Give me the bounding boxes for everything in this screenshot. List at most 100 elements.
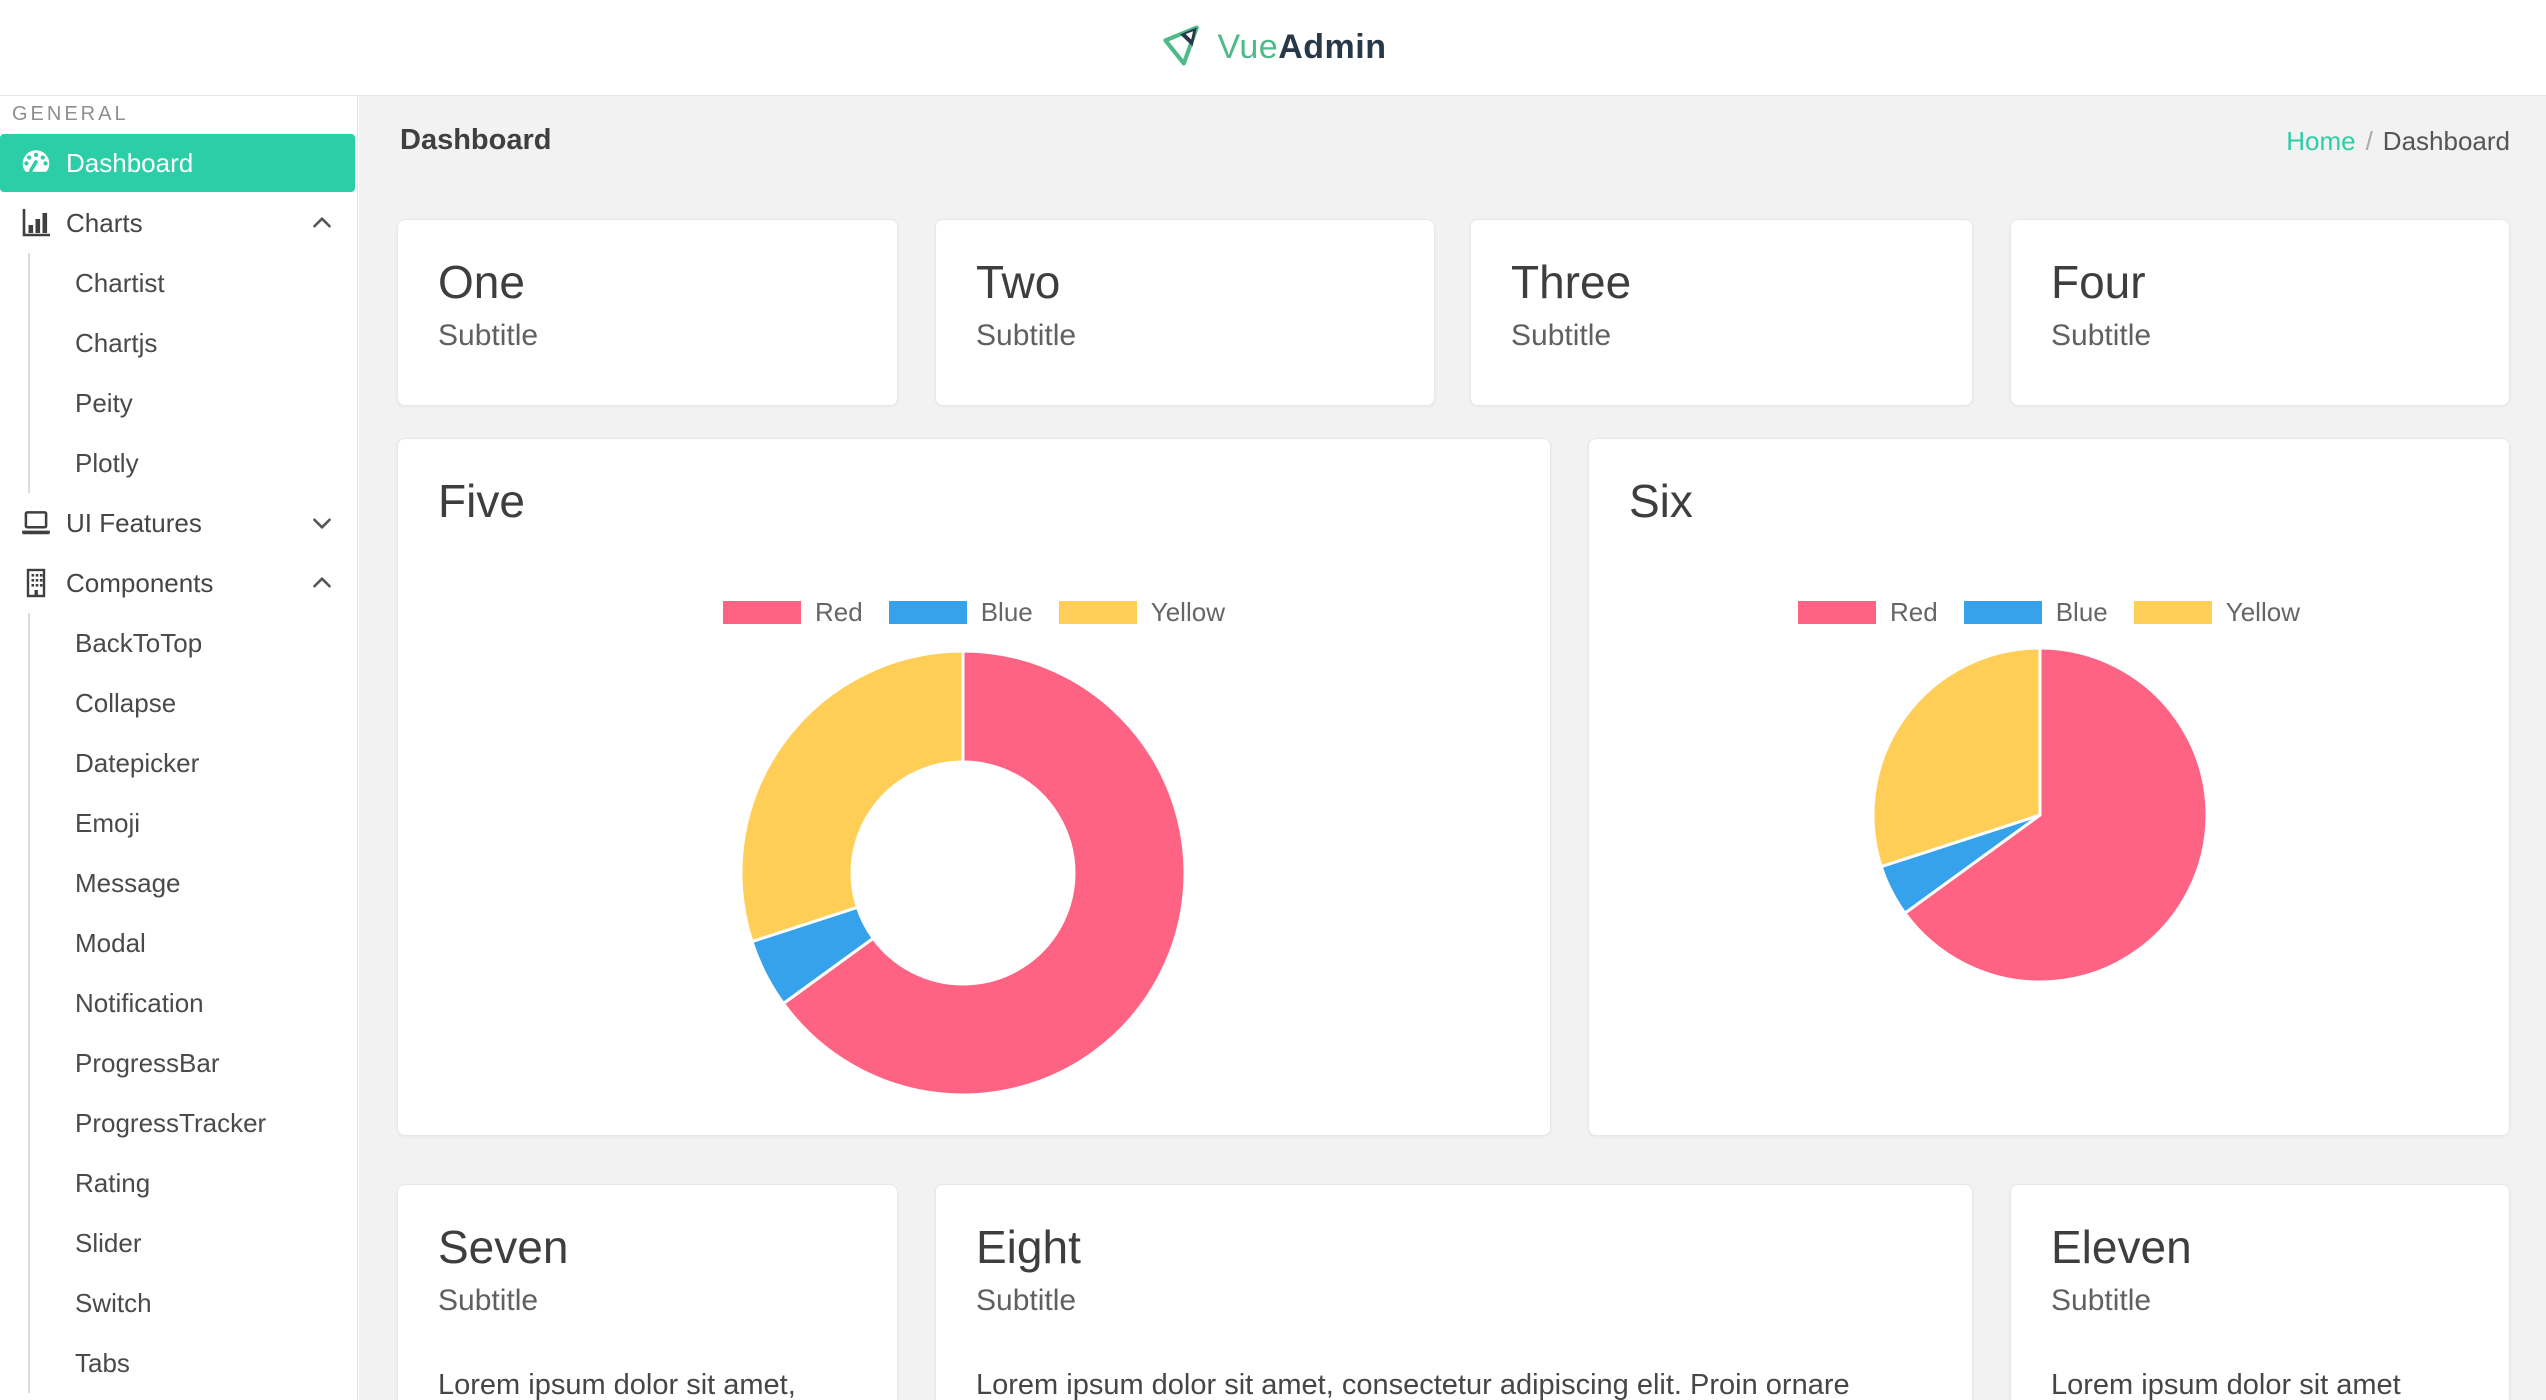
legend-label: Yellow [2225, 597, 2300, 627]
sidebar-subitem-notification[interactable]: Notification [75, 987, 204, 1018]
card-title: Eight [976, 1221, 1081, 1273]
brand-name-prefix: Vue [1217, 28, 1279, 66]
top-header: VueAdmin [0, 0, 2546, 96]
sidebar-subitem-rating[interactable]: Rating [75, 1167, 151, 1198]
sidebar-section-general: GENERAL [12, 103, 129, 125]
legend-item-blue[interactable]: Blue [1963, 597, 2108, 628]
pie-slice-red[interactable] [1903, 646, 2209, 984]
card-three: Three Subtitle [1470, 219, 1973, 406]
card-subtitle: Subtitle [1511, 318, 1612, 352]
sidebar-item-label: Components [66, 567, 214, 598]
legend-item-blue[interactable]: Blue [888, 597, 1033, 628]
legend-item-red[interactable]: Red [1798, 597, 1938, 628]
doughnut-chart[interactable] [738, 648, 1188, 1098]
breadcrumb-separator: / [2365, 126, 2373, 156]
sidebar-item-dashboard[interactable]: Dashboard [0, 134, 355, 192]
legend-item-yellow[interactable]: Yellow [1058, 597, 1225, 628]
sidebar-subitem-backtotop[interactable]: BackToTop [75, 627, 203, 658]
pie-slice-yellow[interactable] [1871, 646, 2042, 869]
chevron-up-icon [309, 570, 335, 596]
breadcrumb-current: Dashboard [2382, 126, 2510, 156]
legend-label: Blue [980, 597, 1033, 627]
sidebar-subitem-tabs[interactable]: Tabs [75, 1347, 130, 1378]
sidebar-subitem-slider[interactable]: Slider [75, 1227, 142, 1258]
card-six-pie-chart: Six Red Blue Yellow [1588, 438, 2510, 1136]
card-body-text: Lorem ipsum dolor sit amet, [438, 1368, 796, 1400]
card-one: One Subtitle [397, 219, 898, 406]
legend-swatch-yellow [1058, 601, 1137, 624]
sidebar-subitem-plotly[interactable]: Plotly [75, 447, 139, 478]
doughnut-slice-yellow[interactable] [739, 649, 965, 944]
card-seven: Seven Subtitle Lorem ipsum dolor sit ame… [397, 1184, 898, 1400]
card-subtitle: Subtitle [2051, 318, 2152, 352]
sidebar-subitem-chartjs[interactable]: Chartjs [75, 327, 158, 358]
sidebar-item-components[interactable]: Components [0, 553, 357, 613]
card-subtitle: Subtitle [976, 318, 1077, 352]
legend-swatch-red [1798, 601, 1877, 624]
sidebar-subitem-progresstracker[interactable]: ProgressTracker [75, 1107, 267, 1138]
legend-label: Red [1890, 597, 1938, 627]
components-submenu: BackToTop Collapse Datepicker Emoji Message M… [28, 613, 357, 1393]
card-eleven: Eleven Subtitle Lorem ipsum dolor sit am… [2010, 1184, 2510, 1400]
breadcrumb-home-link[interactable]: Home [2286, 126, 2356, 156]
page-title: Dashboard [400, 124, 552, 156]
card-title: Six [1629, 475, 1693, 527]
card-title: Two [976, 256, 1061, 308]
sidebar-subitem-collapse[interactable]: Collapse [75, 687, 177, 718]
sidebar-subitem-progressbar[interactable]: ProgressBar [75, 1047, 220, 1078]
chevron-down-icon [309, 510, 335, 536]
legend-swatch-blue [1963, 601, 2042, 624]
brand-name-suffix: Admin [1278, 28, 1387, 66]
legend-label: Red [815, 597, 863, 627]
legend-swatch-yellow [2133, 601, 2212, 624]
bar-chart-icon [18, 207, 54, 239]
sidebar-item-label: Dashboard [66, 147, 194, 178]
sidebar-subitem-peity[interactable]: Peity [75, 387, 133, 418]
card-eight: Eight Subtitle Lorem ipsum dolor sit ame… [935, 1184, 1973, 1400]
legend-item-red[interactable]: Red [723, 597, 863, 628]
sidebar-item-charts[interactable]: Charts [0, 193, 357, 253]
sidebar-item-ui-features[interactable]: UI Features [0, 493, 357, 553]
sidebar: GENERAL Dashboard [0, 96, 358, 1400]
card-title: Three [1511, 256, 1632, 308]
laptop-icon [18, 506, 54, 540]
sidebar-item-label: Charts [66, 207, 143, 238]
legend-item-yellow[interactable]: Yellow [2133, 597, 2300, 628]
breadcrumb: Home / Dashboard [2286, 126, 2510, 157]
card-four: Four Subtitle [2010, 219, 2510, 406]
pie-chart[interactable] [1870, 645, 2210, 985]
legend-label: Blue [2055, 597, 2108, 627]
card-subtitle: Subtitle [976, 1283, 1077, 1317]
doughnut-slice-red[interactable] [781, 649, 1187, 1097]
card-subtitle: Subtitle [438, 1283, 539, 1317]
chart-legend: Red Blue Yellow [398, 597, 1550, 628]
building-icon [18, 567, 54, 599]
card-body-text: Lorem ipsum dolor sit amet, consectetur … [976, 1368, 1850, 1400]
card-title: One [438, 256, 525, 308]
sidebar-item-label: UI Features [66, 507, 202, 538]
chevron-up-icon [309, 210, 335, 236]
sidebar-subitem-switch[interactable]: Switch [75, 1287, 152, 1318]
legend-swatch-blue [888, 601, 967, 624]
sidebar-subitem-modal[interactable]: Modal [75, 927, 146, 958]
chart-legend: Red Blue Yellow [1589, 597, 2509, 628]
sidebar-subitem-message[interactable]: Message [75, 867, 181, 898]
sidebar-subitem-chartist[interactable]: Chartist [75, 267, 165, 298]
sidebar-subitem-datepicker[interactable]: Datepicker [75, 747, 200, 778]
card-two: Two Subtitle [935, 219, 1435, 406]
legend-swatch-red [723, 601, 802, 624]
brand-name: VueAdmin [1217, 28, 1386, 67]
card-five-doughnut-chart: Five Red Blue Yellow [397, 438, 1551, 1136]
main-content: Dashboard Home / Dashboard One Subtitle … [359, 96, 2546, 1400]
vueadmin-logo-icon [1159, 22, 1205, 73]
card-title: Seven [438, 1221, 569, 1273]
card-subtitle: Subtitle [2051, 1283, 2152, 1317]
brand-logo[interactable]: VueAdmin [1159, 22, 1386, 73]
card-subtitle: Subtitle [438, 318, 539, 352]
card-body-text: Lorem ipsum dolor sit amet [2051, 1368, 2401, 1400]
sidebar-subitem-emoji[interactable]: Emoji [75, 807, 141, 838]
legend-label: Yellow [1150, 597, 1225, 627]
card-title: Four [2051, 256, 2146, 308]
card-title: Five [438, 475, 525, 527]
